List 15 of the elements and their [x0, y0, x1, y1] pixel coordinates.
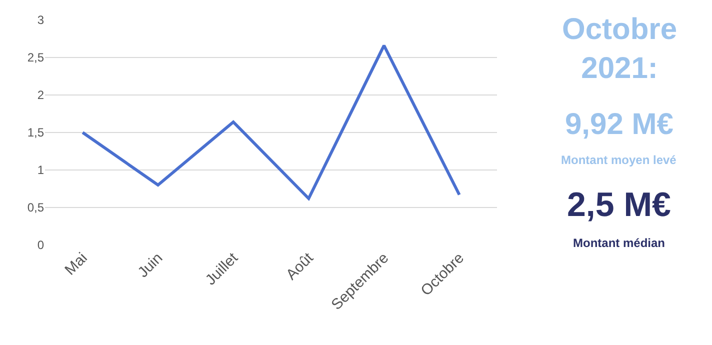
text: 2,5 M€	[567, 186, 672, 224]
y-tick-label: 0,5	[27, 200, 44, 215]
x-tick-label: Juin	[134, 250, 166, 282]
line-series	[81, 44, 461, 200]
y-tick-label: 2,5	[27, 50, 44, 65]
y-tick-label: 0	[37, 238, 44, 252]
y-tick-label: 3	[37, 13, 44, 28]
text: 9,92 M€	[565, 108, 674, 141]
text: Octobre 2021:	[562, 13, 678, 85]
y-tick-label: 1,5	[27, 126, 44, 140]
x-tick-label: Mai	[62, 250, 91, 279]
y-tick-label: 2	[37, 88, 44, 102]
y-tick-label: 1	[37, 163, 44, 178]
text: Montant moyen levé	[561, 153, 677, 167]
text: Montant médian	[573, 236, 665, 250]
